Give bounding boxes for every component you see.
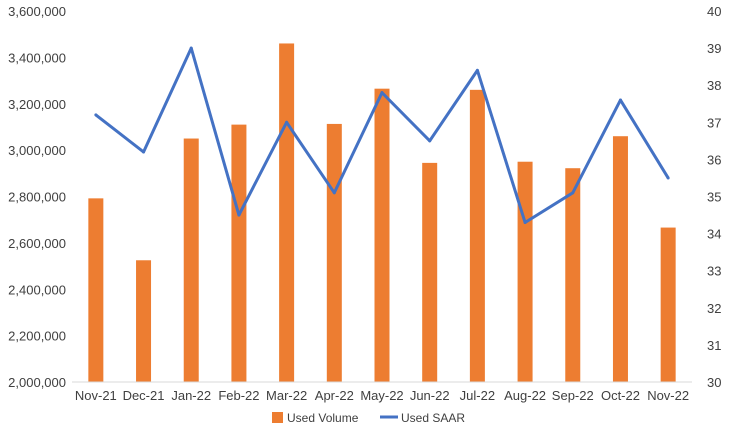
right-tick-label: 34 — [707, 227, 721, 242]
x-tick-label: Dec-21 — [123, 388, 165, 403]
x-tick-label: Jan-22 — [171, 388, 211, 403]
bar-oct-22 — [612, 136, 628, 382]
x-tick-label: Nov-22 — [647, 388, 689, 403]
left-tick-label: 3,400,000 — [8, 50, 66, 65]
x-tick-label: Jun-22 — [410, 388, 450, 403]
x-tick-label: Aug-22 — [504, 388, 546, 403]
left-tick-label: 3,000,000 — [8, 143, 66, 158]
left-tick-label: 2,600,000 — [8, 236, 66, 251]
right-tick-label: 38 — [707, 78, 721, 93]
legend-label-used-volume: Used Volume — [287, 411, 359, 425]
bar-sep-22 — [565, 168, 581, 382]
x-tick-label: Apr-22 — [315, 388, 354, 403]
legend: Used Volume Used SAAR — [272, 411, 465, 425]
saar-point-sep-22 — [571, 191, 575, 195]
saar-point-oct-22 — [618, 98, 622, 102]
saar-point-apr-22 — [332, 191, 336, 195]
left-tick-label: 2,000,000 — [8, 375, 66, 390]
x-tick-label: Nov-21 — [75, 388, 117, 403]
saar-point-may-22 — [380, 91, 384, 95]
right-tick-label: 30 — [707, 375, 721, 390]
volume-bars — [88, 43, 676, 383]
bar-jul-22 — [469, 89, 485, 383]
right-tick-label: 36 — [707, 152, 721, 167]
right-tick-label: 39 — [707, 41, 721, 56]
saar-point-jan-22 — [189, 46, 193, 50]
left-tick-label: 2,800,000 — [8, 190, 66, 205]
bar-dec-21 — [136, 260, 152, 382]
right-tick-label: 40 — [707, 4, 721, 19]
x-tick-label: Oct-22 — [601, 388, 640, 403]
saar-point-jun-22 — [428, 139, 432, 143]
right-tick-label: 32 — [707, 301, 721, 316]
right-tick-label: 33 — [707, 264, 721, 279]
saar-point-dec-21 — [142, 150, 146, 154]
bar-jan-22 — [183, 138, 199, 382]
bar-apr-22 — [326, 123, 342, 382]
right-tick-label: 35 — [707, 190, 721, 205]
bar-mar-22 — [279, 43, 295, 383]
saar-point-nov-21 — [94, 113, 98, 117]
left-tick-label: 2,200,000 — [8, 329, 66, 344]
legend-swatch-used-volume — [272, 412, 283, 423]
bar-feb-22 — [231, 124, 247, 383]
saar-point-mar-22 — [285, 120, 289, 124]
x-tick-label: May-22 — [360, 388, 403, 403]
right-tick-label: 37 — [707, 115, 721, 130]
x-tick-label: Jul-22 — [460, 388, 495, 403]
right-tick-label: 31 — [707, 338, 721, 353]
bar-may-22 — [374, 88, 390, 382]
legend-label-used-saar: Used SAAR — [401, 411, 465, 425]
left-tick-label: 3,200,000 — [8, 97, 66, 112]
left-axis-ticks: 2,000,000 2,200,000 2,400,000 2,600,000 2,80… — [8, 4, 66, 390]
left-tick-label: 3,600,000 — [8, 4, 66, 19]
saar-point-feb-22 — [237, 213, 241, 217]
bar-jun-22 — [422, 162, 438, 382]
bar-aug-22 — [517, 161, 533, 382]
x-axis-ticks: Nov-21 Dec-21 Jan-22 Feb-22 Mar-22 Apr-22 May-… — [75, 388, 689, 403]
x-tick-label: Mar-22 — [266, 388, 307, 403]
right-axis-ticks: 30 31 32 33 34 35 36 37 38 39 40 — [707, 4, 721, 390]
x-tick-label: Feb-22 — [218, 388, 259, 403]
bar-nov-21 — [88, 198, 104, 382]
saar-point-aug-22 — [523, 220, 527, 224]
bar-nov-22 — [660, 227, 676, 382]
saar-point-nov-22 — [666, 176, 670, 180]
x-tick-label: Sep-22 — [552, 388, 594, 403]
saar-point-jul-22 — [475, 68, 479, 72]
left-tick-label: 2,400,000 — [8, 282, 66, 297]
